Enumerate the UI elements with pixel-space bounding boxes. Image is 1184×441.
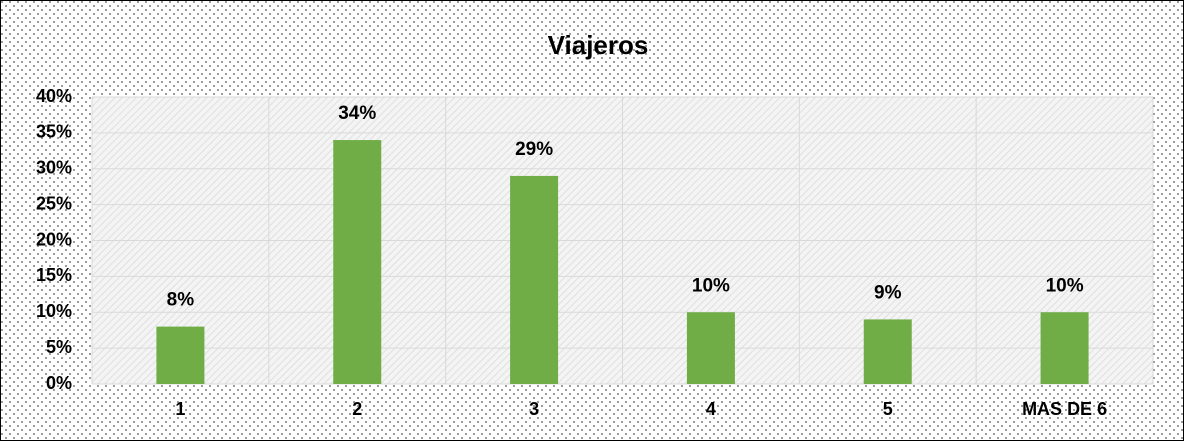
x-tick-label: 4 xyxy=(706,399,716,419)
y-tick-label: 25% xyxy=(36,193,72,213)
y-tick-label: 20% xyxy=(36,229,72,249)
x-tick-label: 3 xyxy=(529,399,539,419)
x-tick-label: 2 xyxy=(352,399,362,419)
value-label: 9% xyxy=(874,282,902,303)
chart-title: Viajeros xyxy=(548,30,649,60)
y-tick-label: 30% xyxy=(36,158,72,178)
y-tick-label: 35% xyxy=(36,122,72,142)
x-tick-label: 1 xyxy=(175,399,185,419)
bar xyxy=(156,326,205,384)
y-tick-label: 10% xyxy=(36,301,72,321)
value-label: 34% xyxy=(338,103,376,124)
y-tick-label: 0% xyxy=(46,373,72,393)
y-tick-label: 15% xyxy=(36,265,72,285)
bar xyxy=(1040,312,1089,384)
bar xyxy=(863,319,912,384)
value-label: 29% xyxy=(515,139,553,160)
value-label: 10% xyxy=(1046,275,1084,296)
value-label: 10% xyxy=(692,275,730,296)
x-tick-label: 5 xyxy=(883,399,893,419)
bar xyxy=(510,175,559,384)
y-tick-label: 40% xyxy=(36,86,72,106)
bar xyxy=(686,312,735,384)
bar xyxy=(333,140,382,384)
value-label: 8% xyxy=(167,290,195,311)
x-tick-label: MAS DE 6 xyxy=(1022,399,1107,419)
y-tick-label: 5% xyxy=(46,337,72,357)
